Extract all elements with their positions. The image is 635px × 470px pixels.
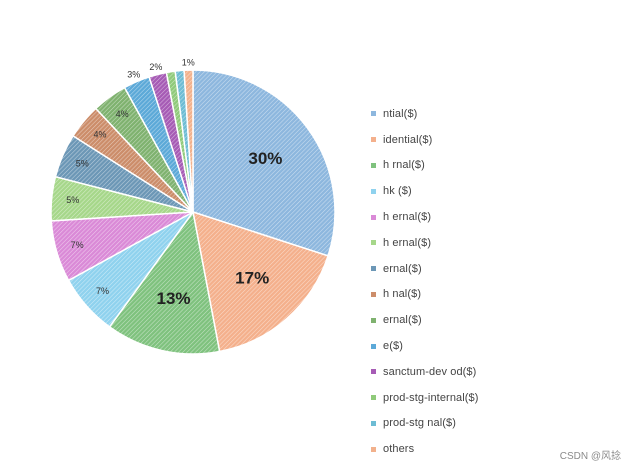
watermark-text: CSDN @风捻 bbox=[559, 451, 621, 462]
slice-data-label: 5% bbox=[76, 158, 89, 168]
pie-slice-hatch-12 bbox=[166, 71, 193, 213]
slice-data-label: 5% bbox=[66, 195, 79, 205]
pie-slice-hatch-8 bbox=[73, 108, 193, 212]
legend-item: hk ($) bbox=[368, 178, 618, 204]
legend-label: prod-stg nal($) bbox=[383, 417, 457, 430]
legend-label: sanctum-dev od($) bbox=[383, 365, 477, 378]
legend-label: ernal($) bbox=[383, 262, 422, 275]
pie-slice-hatch-14 bbox=[184, 70, 193, 212]
legend-item: ernal($) bbox=[368, 307, 618, 333]
legend-item: h rnal($) bbox=[368, 153, 618, 179]
legend-item: prod-stg nal($) bbox=[368, 411, 618, 437]
legend-item: h ernal($) bbox=[368, 204, 618, 230]
legend-item: prod-stg-internal($) bbox=[368, 385, 618, 411]
legend-swatch bbox=[371, 291, 376, 297]
pie-slice-hatch-6 bbox=[50, 176, 194, 221]
legend-label: others bbox=[383, 443, 415, 456]
legend-label: h ernal($) bbox=[383, 211, 432, 224]
legend-label: e($) bbox=[383, 340, 403, 353]
legend-swatch bbox=[371, 395, 376, 401]
slice-data-label: 13% bbox=[156, 289, 190, 308]
legend-item: e($) bbox=[368, 333, 618, 359]
legend-item: sanctum-dev od($) bbox=[368, 359, 618, 385]
pie-slice-hatch-1 bbox=[193, 70, 335, 256]
legend-swatch bbox=[371, 317, 376, 323]
slice-data-label: 2% bbox=[149, 62, 162, 72]
pie-slice-hatch-5 bbox=[51, 212, 193, 281]
legend-item: idential($) bbox=[368, 127, 618, 153]
legend-item: ernal($) bbox=[368, 256, 618, 282]
legend-item: h nal($) bbox=[368, 282, 618, 308]
legend-swatch bbox=[371, 343, 376, 349]
legend-swatch bbox=[371, 420, 376, 426]
slice-data-label: 17% bbox=[235, 269, 269, 288]
pie-slice-hatch-10 bbox=[124, 76, 193, 212]
legend-swatch bbox=[371, 111, 376, 117]
legend-swatch bbox=[371, 240, 376, 246]
legend-label: hk ($) bbox=[383, 185, 412, 198]
pie-slice-hatch-4 bbox=[68, 212, 193, 327]
slice-data-label: 4% bbox=[93, 129, 106, 139]
slice-data-label: 1% bbox=[182, 57, 195, 67]
legend-swatch bbox=[371, 188, 376, 194]
pie-slice-hatch-7 bbox=[55, 135, 194, 212]
pie-slice-hatch-2 bbox=[193, 212, 329, 352]
pie-slice-hatch-13 bbox=[175, 70, 193, 212]
legend-swatch bbox=[371, 266, 376, 272]
legend-label: h nal($) bbox=[383, 288, 422, 301]
legend-swatch bbox=[371, 214, 376, 220]
legend-swatch bbox=[371, 137, 376, 143]
legend-item: h ernal($) bbox=[368, 230, 618, 256]
legend-label: idential($) bbox=[383, 133, 433, 146]
slice-data-label: 4% bbox=[116, 109, 129, 119]
legend-label: prod-stg-internal($) bbox=[383, 391, 479, 404]
slice-data-label: 7% bbox=[71, 240, 84, 250]
legend-label: h ernal($) bbox=[383, 236, 432, 249]
slice-data-label: 30% bbox=[248, 149, 282, 168]
legend-item: others bbox=[368, 436, 618, 462]
legend-label: ernal($) bbox=[383, 314, 422, 327]
slice-data-label: 7% bbox=[96, 286, 109, 296]
legend-label: ntial($) bbox=[383, 107, 418, 120]
pie-slice-hatch-3 bbox=[109, 212, 220, 354]
legend-swatch bbox=[371, 446, 376, 452]
legend-label: h rnal($) bbox=[383, 159, 425, 172]
pie-slice-hatch-11 bbox=[149, 72, 193, 213]
pie-slice-hatch-9 bbox=[95, 87, 193, 212]
legend-swatch bbox=[371, 369, 376, 375]
chart-legend: ntial($) idential($) h rnal($) hk ($) h erna… bbox=[368, 101, 618, 462]
legend-item: ntial($) bbox=[368, 101, 618, 127]
slice-data-label: 3% bbox=[127, 70, 140, 80]
legend-swatch bbox=[371, 162, 376, 168]
